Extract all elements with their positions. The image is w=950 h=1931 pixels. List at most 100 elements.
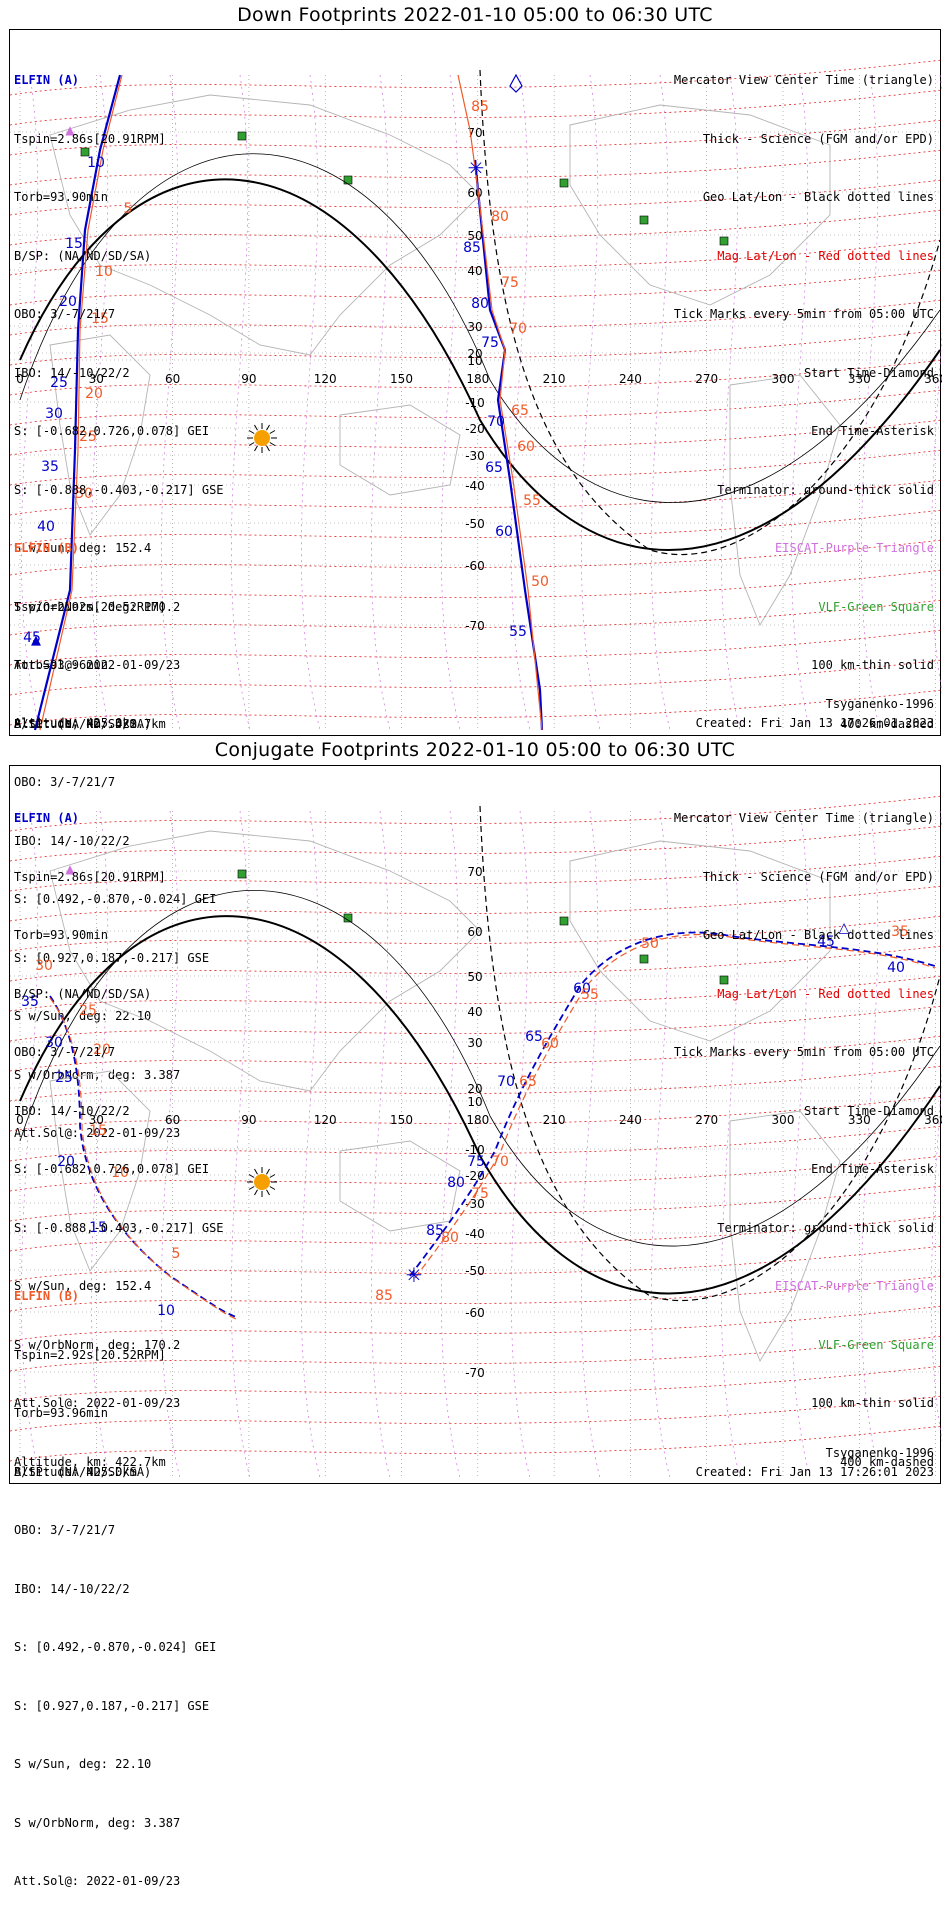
lon-tick-label: 360 — [924, 372, 942, 386]
elfin-a-line: S: [-0.888,-0.403,-0.217] GSE — [14, 1220, 224, 1235]
legend-item: Mercator View Center Time (triangle) — [673, 73, 934, 87]
mag-lat-line — [10, 1035, 942, 1072]
lon-tick-label: 30 — [89, 1113, 104, 1127]
lat-tick-label: -70 — [465, 619, 485, 633]
panel-title-down: Down Footprints 2022-01-10 05:00 to 06:3… — [237, 4, 713, 26]
lat-tick-label: -60 — [465, 559, 485, 573]
elfin-b-track-left — [49, 997, 237, 1320]
mag-lat-line — [10, 1275, 942, 1312]
elfin-b-name: ELFIN (B) — [14, 541, 80, 555]
mag-lat-line — [10, 239, 942, 276]
lat-tick-label: -20 — [465, 422, 485, 436]
elfin-a-tick-label: 55 — [509, 624, 527, 640]
elfin-b-tick-label: 75 — [501, 275, 519, 291]
legend-item: EISCAT-Purple Triangle — [775, 1279, 934, 1293]
mag-lat-line — [10, 389, 942, 426]
created-label-conj: Created: Fri Jan 13 17:26:01 2023 — [695, 1465, 934, 1479]
elfin-a-line: S: [-0.682,0.726,0.078] GEI — [14, 1162, 210, 1176]
mag-lat-line — [10, 89, 942, 126]
terminator-400km-line — [479, 69, 941, 556]
vlf-station-marker — [559, 178, 569, 188]
elfin-a-tick-label: 60 — [573, 981, 591, 997]
legend-conj: Mercator View Center Time (triangle) Thi… — [674, 770, 934, 1511]
elfin-a-tick-label: 85 — [463, 240, 481, 256]
legend-item: Thick - Science (FGM and/or EPD) — [702, 869, 934, 884]
mag-lat-line — [10, 975, 942, 1012]
mag-lat-line — [10, 599, 942, 636]
legend-item: Geo Lat/Lon - Black dotted lines — [702, 190, 934, 204]
elfin-a-tick-label: 15 — [65, 236, 83, 252]
elfin-a-tick-label: 80 — [447, 1175, 465, 1191]
elfin-b-tick-label: 65 — [511, 403, 529, 419]
elfin-a-tick-label: 30 — [45, 406, 63, 422]
elfin-a-tick-label: 10 — [87, 155, 105, 171]
elfin-a-line: Att.Sol@: 2022-01-09/23 — [14, 1396, 181, 1410]
lon-tick-label: 300 — [772, 1113, 795, 1127]
mag-lat-line — [10, 855, 942, 892]
elfin-a-tick-label: 25 — [55, 1070, 73, 1086]
elfin-b-tick-label: 80 — [491, 209, 509, 225]
lon-tick-label: 180 — [466, 372, 489, 386]
lat-tick-label: 30 — [467, 1036, 482, 1050]
elfin-b-line: Att.Sol@: 2022-01-09/23 — [14, 1874, 181, 1888]
elfin-b-tick-label: 35 — [891, 924, 909, 940]
elfin-b-tick-label: 80 — [441, 1230, 459, 1246]
elfin-a-line: Tspin=2.86s[20.91RPM] — [14, 869, 166, 884]
elfin-b-tick-label: 20 — [93, 1042, 111, 1058]
mag-lat-line — [10, 1365, 942, 1402]
continent-outline — [339, 1140, 461, 1232]
elfin-a-line: Att.Sol@: 2022-01-09/23 — [14, 658, 181, 672]
elfin-b-line: IBO: 14/-10/22/2 — [14, 1581, 130, 1596]
legend-item: EISCAT-Purple Triangle — [775, 541, 934, 555]
elfin-a-tick-label: 30 — [45, 1035, 63, 1051]
mag-lat-line — [10, 1215, 942, 1252]
elfin-a-line: S: [-0.888,-0.403,-0.217] GSE — [14, 482, 224, 497]
elfin-a-line: S w/OrbNorm, deg: 170.2 — [14, 1337, 181, 1352]
terminator-100km-line — [19, 890, 941, 1247]
elfin-a-tick-label: 65 — [525, 1029, 543, 1045]
vlf-station-marker — [639, 954, 649, 964]
mag-lat-line — [10, 915, 942, 952]
sun-icon — [254, 1174, 270, 1190]
elfin-a-info-down: ELFIN (A) Tspin=2.86s[20.91RPM] Torb=93.… — [14, 32, 224, 773]
lat-tick-label: 40 — [467, 264, 482, 278]
elfin-b-line: S: [0.492,-0.870,-0.024] GEI — [14, 1640, 217, 1654]
continent-outline — [729, 374, 841, 627]
mag-lon-line — [301, 74, 321, 731]
mag-lat-line — [10, 1245, 942, 1282]
altitude-b-down: Altitude: 425.0km — [14, 716, 137, 730]
mag-lat-line — [10, 795, 942, 832]
elfin-b-line: S: [0.927,0.187,-0.217] GSE — [14, 1698, 210, 1713]
legend-item: VLF-Green Square — [818, 599, 934, 614]
mag-lat-line — [10, 1155, 942, 1192]
elfin-a-tick-label: 40 — [887, 960, 905, 976]
lat-tick-label: -40 — [465, 479, 485, 493]
elfin-a-line: IBO: 14/-10/22/2 — [14, 365, 130, 380]
elfin-b-line: S w/OrbNorm, deg: 3.387 — [14, 1815, 181, 1830]
map-canvas-down: 0 30 60 90 120 150 180 210 240 270 300 330 360 70 60 50… — [10, 59, 942, 731]
terminator-400km-line — [479, 805, 941, 1302]
vlf-station-marker — [80, 147, 90, 157]
elfin-b-line: S w/Sun, deg: 22.10 — [14, 1009, 152, 1023]
lat-tick-label: -70 — [465, 1366, 485, 1380]
lon-tick-label: 210 — [543, 372, 566, 386]
elfin-b-info-down: ELFIN (B) Tspin=2.92s[20.52RPM] Torb=93.… — [14, 500, 216, 1183]
mag-lat-line — [10, 1425, 942, 1462]
legend-item: Geo Lat/Lon - Black dotted lines — [702, 928, 934, 942]
lon-tick-label: 150 — [390, 1113, 413, 1127]
vlf-station-marker — [559, 916, 569, 926]
elfin-b-tick-label: 55 — [523, 493, 541, 509]
mag-lon-line — [651, 810, 671, 1479]
elfin-a-tick-label: 25 — [50, 375, 68, 391]
start-time-diamond — [509, 73, 523, 93]
model-label-conj: Tsyganenko-1996 — [825, 1446, 934, 1460]
legend-item: 100 km-thin solid — [811, 658, 934, 672]
sun-ray — [266, 445, 270, 452]
elfin-a-track-left — [49, 995, 237, 1318]
elfin-b-line: Torb=93.96min — [14, 658, 108, 672]
elfin-b-line: Att.Sol@: 2022-01-09/23 — [14, 1126, 181, 1140]
elfin-a-tick-label: 85 — [426, 1223, 444, 1239]
terminator-100km-line — [19, 153, 941, 503]
elfin-b-tick-label: 70 — [509, 321, 527, 337]
lon-tick-label: 0 — [16, 372, 24, 386]
